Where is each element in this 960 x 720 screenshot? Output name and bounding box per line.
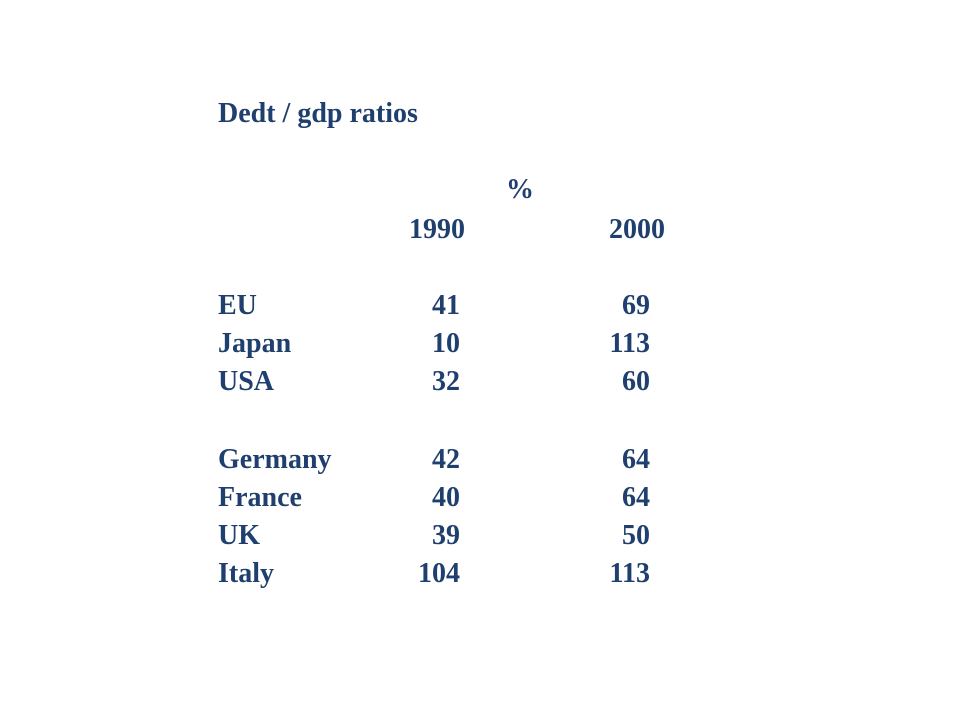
value-2000: 64 [622,444,650,475]
value-2000: 69 [622,290,650,321]
row-label: Germany [218,444,332,475]
value-2000: 60 [622,366,650,397]
value-1990: 41 [432,290,460,321]
table-row: France 40 64 [218,480,678,516]
table-row: Germany 42 64 [218,442,678,478]
row-label: UK [218,520,260,551]
table-row: Japan 10 113 [218,326,678,362]
value-2000: 113 [609,328,650,359]
value-1990: 104 [418,558,460,589]
table-row: UK 39 50 [218,518,678,554]
row-label: EU [218,290,257,321]
value-1990: 42 [432,444,460,475]
unit-label: % [506,174,534,205]
value-1990: 40 [432,482,460,513]
row-label: Japan [218,328,292,359]
table-row: EU 41 69 [218,288,678,324]
row-label: USA [218,366,275,397]
column-header-1990: 1990 [409,214,465,245]
value-2000: 113 [609,558,650,589]
value-2000: 50 [622,520,650,551]
column-header-2000: 2000 [609,214,665,245]
row-label: Italy [218,558,274,589]
table-row: USA 32 60 [218,364,678,400]
table-title: Dedt / gdp ratios [218,98,418,129]
row-label: France [218,482,302,513]
value-1990: 39 [432,520,460,551]
table-row: Italy 104 113 [218,556,678,592]
value-1990: 32 [432,366,460,397]
value-1990: 10 [432,328,460,359]
value-2000: 64 [622,482,650,513]
